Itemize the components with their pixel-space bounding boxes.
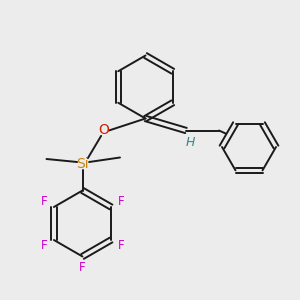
Text: O: O	[98, 124, 109, 137]
Text: Si: Si	[76, 157, 89, 170]
Text: F: F	[118, 239, 124, 252]
Text: F: F	[79, 261, 86, 274]
Text: H: H	[186, 136, 195, 149]
Text: F: F	[118, 195, 124, 208]
Text: F: F	[41, 239, 47, 252]
Text: F: F	[41, 195, 47, 208]
